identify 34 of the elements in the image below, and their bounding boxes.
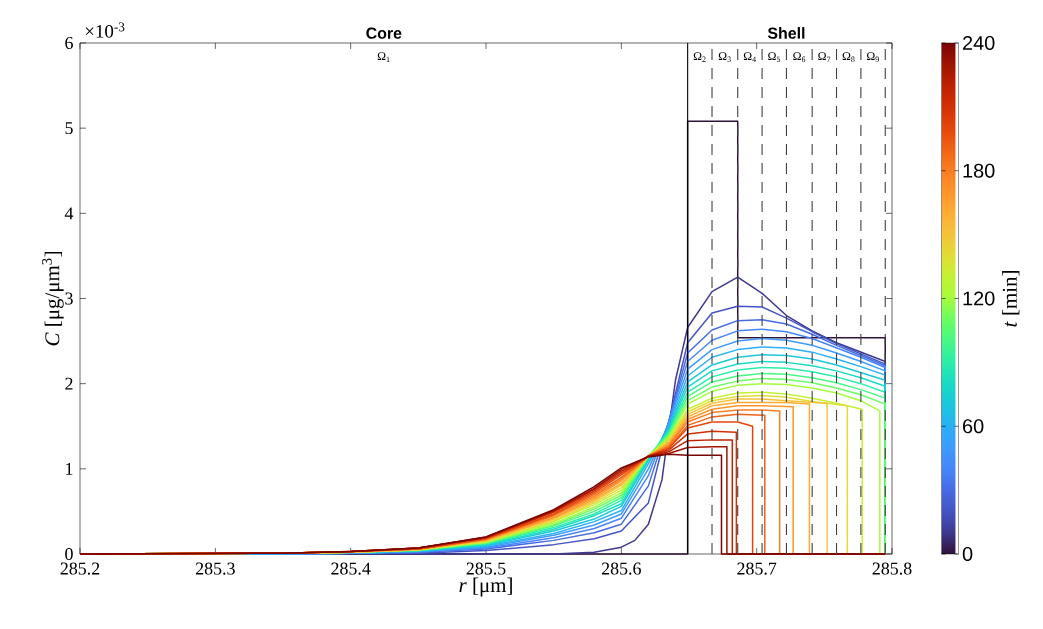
y-tick-label: 2 — [65, 377, 73, 390]
annotation: Ω$_{1}$ — [377, 52, 390, 62]
x-tick-label: 285.6 — [601, 562, 641, 575]
annotation: Ω$_{9}$ — [867, 52, 879, 62]
x-tick-label: 285.5 — [466, 562, 506, 575]
y-tick-label: 5 — [65, 122, 73, 135]
x-tick-label: 285.8 — [872, 562, 912, 575]
text: ×10$^{-3}$ — [85, 22, 125, 38]
y-tick-label: 1 — [66, 462, 73, 475]
x-axis-title: r [μm] — [459, 577, 512, 597]
y-tick-label: 0 — [65, 547, 73, 561]
color-bar-label: 0 — [962, 546, 973, 562]
x-tick-label: 285.4 — [331, 562, 371, 575]
x-tick-label: 285.2 — [60, 562, 100, 575]
annotation: Ω$_{7}$ — [818, 52, 831, 62]
x-tick-label: 285.7 — [737, 562, 777, 575]
color-bar-label: 240 — [963, 35, 995, 51]
y-tick-label: 3 — [65, 292, 73, 305]
annotation: Ω$_{4}$ — [743, 52, 756, 62]
color-bar-label: 120 — [963, 291, 995, 306]
annotation: Ω$_{2}$ — [693, 52, 706, 62]
color-bar-title: t [min] — [1002, 271, 1020, 327]
annotation: Ω$_{5}$ — [768, 52, 781, 62]
color-bar-label: 180 — [963, 163, 995, 178]
y-tick-label: 4 — [64, 207, 74, 220]
text: Shell — [767, 27, 805, 39]
annotation: Ω$_{6}$ — [793, 52, 806, 62]
text: Core — [366, 27, 402, 39]
y-axis-title: C [μg/μm$^{3}$] — [41, 251, 64, 346]
annotation: Ω$_{3}$ — [718, 52, 731, 62]
y-tick-label: 6 — [65, 36, 73, 50]
annotation: Ω$_{8}$ — [842, 52, 855, 62]
x-tick-label: 285.3 — [195, 562, 235, 575]
color-bar-label: 60 — [963, 419, 984, 434]
